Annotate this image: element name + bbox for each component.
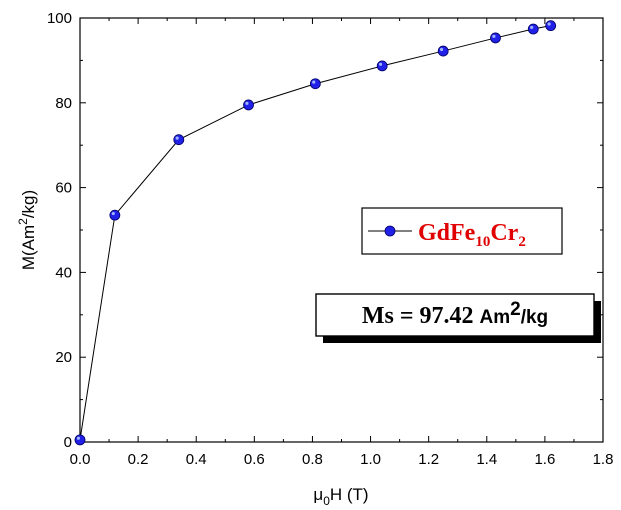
- y-tick-label: 80: [55, 95, 72, 112]
- x-tick-label: 1.8: [593, 451, 614, 468]
- ticks: 0.0 0.2 0.4 0.6 0.8 1.0 1.2 1.4 1.6 1.8 0 20 40 60 80 1…: [47, 10, 613, 468]
- ms-annotation-box: [315, 293, 595, 337]
- legend-marker: [384, 225, 396, 237]
- data-point: [74, 434, 86, 446]
- data-point: [173, 134, 185, 146]
- legend-label: GdFe10Cr2: [418, 220, 526, 250]
- series-layer: [74, 20, 557, 446]
- data-point: [309, 78, 321, 90]
- series-line: [79, 25, 551, 440]
- x-tick-label: 0.6: [244, 451, 265, 468]
- data-point: [243, 99, 254, 111]
- data-point: [376, 60, 388, 72]
- x-tick-label: 0.2: [128, 451, 149, 468]
- y-tick-label: 40: [55, 264, 72, 281]
- x-tick-label: 1.6: [534, 451, 555, 468]
- legend: GdFe10Cr2: [361, 207, 563, 255]
- x-tick-label: 0.4: [186, 451, 207, 468]
- data-point: [490, 32, 501, 44]
- x-tick-label: 1.4: [476, 451, 497, 468]
- data-point: [109, 209, 121, 221]
- data-point-highlight: [439, 47, 444, 52]
- data-point: [545, 20, 557, 32]
- ms-annotation-text: Ms = 97.42 Am2/kg: [362, 299, 548, 329]
- x-tick-label: 1.0: [360, 451, 381, 468]
- data-point-highlight: [312, 80, 316, 84]
- x-axis-title: μ0H (T): [313, 485, 368, 508]
- y-tick-label: 100: [47, 10, 72, 27]
- data-point-highlight: [175, 136, 179, 140]
- y-tick-label: 20: [55, 349, 72, 366]
- ms-annotation: Ms = 97.42 Am2/kg: [315, 293, 601, 343]
- data-point-highlight: [378, 62, 383, 66]
- data-point-highlight: [547, 22, 551, 26]
- y-tick-label: 0: [64, 434, 72, 451]
- data-point-highlight: [76, 436, 80, 440]
- x-tick-label: 0.8: [302, 451, 323, 468]
- data-point: [527, 23, 539, 35]
- y-tick-label: 60: [55, 180, 72, 197]
- data-point-highlight: [492, 34, 496, 38]
- data-point-highlight: [111, 211, 115, 216]
- x-tick-label: 0.0: [70, 451, 91, 468]
- data-point-highlight: [245, 101, 249, 105]
- y-axis-title: M(Am2/kg): [16, 190, 38, 270]
- data-point: [437, 45, 449, 57]
- data-point-highlight: [530, 25, 534, 30]
- x-tick-label: 1.2: [418, 451, 439, 468]
